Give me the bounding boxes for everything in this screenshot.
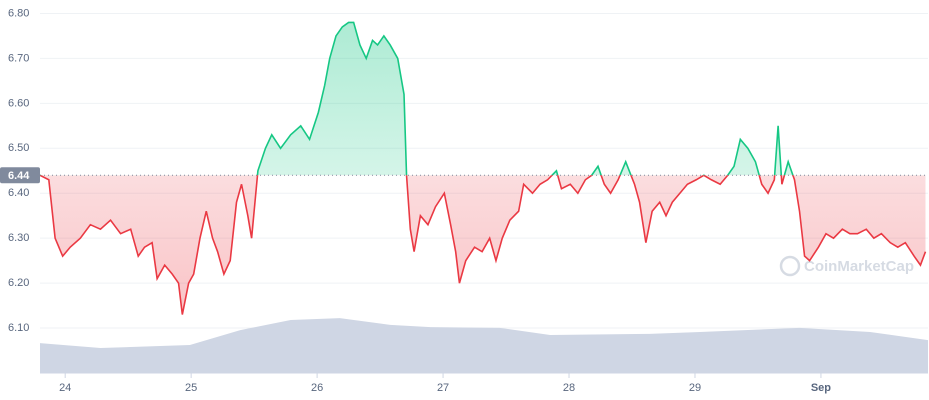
watermark-text: CoinMarketCap (804, 258, 914, 275)
x-tick-label: 29 (689, 382, 701, 394)
y-tick-label: 6.60 (8, 97, 29, 109)
y-tick-label: 6.50 (8, 142, 29, 154)
y-tick-label: 6.20 (8, 277, 29, 289)
x-tick-label: 28 (563, 382, 575, 394)
baseline-label: 6.44 (8, 170, 30, 182)
area-down (40, 175, 926, 315)
x-tick-label: 27 (437, 382, 449, 394)
x-tick-label: Sep (811, 382, 831, 394)
baseline-tag (0, 167, 40, 184)
price-line-up (39, 21, 794, 176)
y-tick-label: 6.30 (8, 232, 29, 244)
price-line-down (39, 175, 927, 315)
y-tick-label: 6.40 (8, 187, 29, 199)
y-tick-label: 6.10 (8, 322, 29, 334)
x-tick-label: 25 (185, 382, 197, 394)
y-tick-label: 6.80 (8, 7, 29, 19)
y-tick-label: 6.70 (8, 52, 29, 64)
volume-area (40, 318, 928, 373)
x-tick-label: 26 (311, 382, 323, 394)
watermark: CoinMarketCap (779, 255, 914, 277)
x-tick-label: 24 (59, 382, 71, 394)
